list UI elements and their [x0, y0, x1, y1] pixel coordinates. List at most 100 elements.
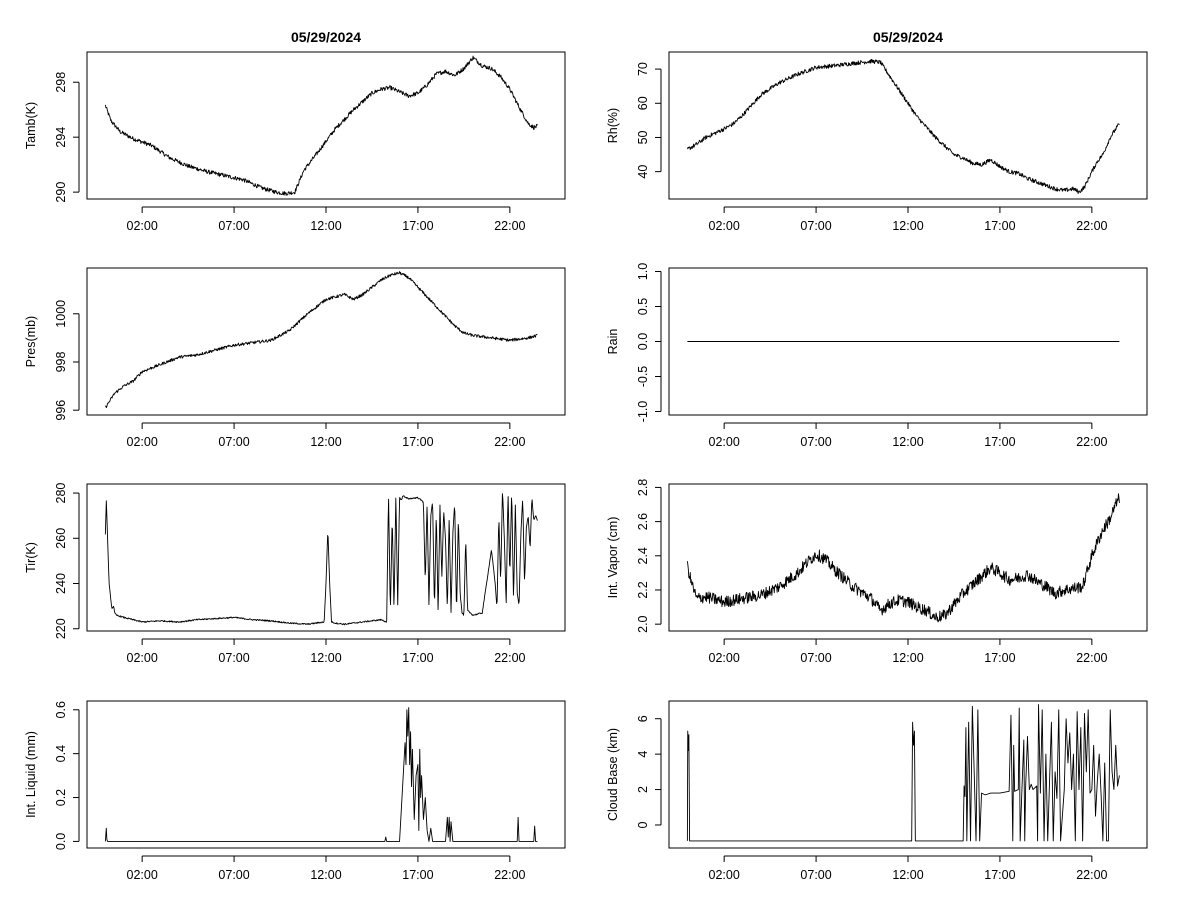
y-tick-label: 0.6	[54, 701, 68, 718]
x-tick-label: 17:00	[402, 651, 433, 665]
x-tick-label: 07:00	[218, 219, 249, 233]
y-tick-label: 2.2	[636, 581, 650, 598]
x-tick-label: 02:00	[127, 219, 158, 233]
y-tick-label: 1.0	[636, 263, 650, 280]
x-tick-label: 22:00	[494, 868, 525, 882]
y-tick-label: 220	[54, 618, 68, 639]
y-axis-label: Rain	[606, 329, 620, 355]
plot-frame	[668, 700, 1148, 849]
plot-frame	[86, 51, 566, 200]
x-tick-label: 02:00	[127, 651, 158, 665]
plot-frame	[86, 700, 566, 849]
series-line-liquid	[104, 707, 538, 842]
y-tick-label: 2.8	[636, 479, 650, 496]
x-tick-label: 12:00	[310, 435, 341, 449]
y-tick-label: 2.4	[636, 547, 650, 564]
x-tick-label: 22:00	[494, 651, 525, 665]
y-tick-label: 294	[54, 127, 68, 148]
x-tick-label: 02:00	[709, 435, 740, 449]
x-tick-label: 07:00	[218, 651, 249, 665]
y-tick-label: 2.6	[636, 513, 650, 530]
x-tick-label: 17:00	[984, 435, 1015, 449]
x-tick-label: 22:00	[1076, 651, 1107, 665]
y-tick-label: 996	[54, 400, 68, 421]
y-tick-label: 0.0	[636, 333, 650, 350]
y-axis-label: Cloud Base (km)	[606, 728, 620, 821]
x-tick-label: 17:00	[402, 868, 433, 882]
x-tick-label: 12:00	[310, 651, 341, 665]
x-tick-label: 02:00	[127, 435, 158, 449]
x-tick-label: 02:00	[127, 868, 158, 882]
y-tick-label: 70	[636, 62, 650, 76]
panel-vapor: Int. Vapor (cm) 02:00 07:00 12:00 17:00 22:00…	[606, 479, 1148, 665]
y-tick-label: -0.5	[636, 366, 650, 388]
y-axis-label: Tir(K)	[24, 542, 38, 573]
series-line-tir	[104, 493, 538, 626]
x-tick-label: 12:00	[892, 868, 923, 882]
y-axis-label: Pres(mb)	[24, 316, 38, 367]
x-tick-label: 12:00	[310, 219, 341, 233]
x-tick-label: 22:00	[1076, 868, 1107, 882]
x-tick-label: 22:00	[494, 219, 525, 233]
x-tick-label: 17:00	[984, 219, 1015, 233]
panel-tir: Tir(K) 02:00 07:00 12:00 17:00 22:00 220 240 260…	[24, 483, 566, 665]
panel-tamb: 05/29/2024 Tamb(K) 02:00 07:00 12:00 17:00 22:…	[24, 29, 566, 233]
x-tick-label: 17:00	[402, 219, 433, 233]
y-axis-label: Int. Vapor (cm)	[606, 517, 620, 599]
y-tick-label: 2.0	[636, 615, 650, 632]
y-tick-label: 998	[54, 352, 68, 373]
y-axis-label: Tamb(K)	[24, 102, 38, 149]
y-tick-label: 4	[636, 751, 650, 758]
panel-rain: Rain 02:00 07:00 12:00 17:00 22:00 -1.0 -0.5 0.0…	[606, 263, 1148, 449]
x-tick-label: 02:00	[709, 651, 740, 665]
x-tick-label: 12:00	[310, 868, 341, 882]
y-axis-label: Rh(%)	[606, 108, 620, 143]
x-tick-label: 22:00	[1076, 435, 1107, 449]
series-line-tamb	[104, 55, 538, 196]
series-line-vapor	[686, 493, 1120, 623]
x-tick-label: 17:00	[984, 651, 1015, 665]
panel-pres: Pres(mb) 02:00 07:00 12:00 17:00 22:00 996 998 1…	[24, 267, 566, 449]
y-tick-label: 6	[636, 715, 650, 722]
y-tick-label: 40	[636, 165, 650, 179]
y-tick-label: 240	[54, 573, 68, 594]
y-tick-label: -1.0	[636, 401, 650, 423]
y-tick-label: 0.4	[54, 745, 68, 762]
x-tick-label: 12:00	[892, 219, 923, 233]
plot-frame	[668, 267, 1148, 416]
plot-frame	[668, 51, 1148, 200]
y-tick-label: 298	[54, 72, 68, 93]
x-tick-label: 12:00	[892, 651, 923, 665]
y-tick-label: 0.2	[54, 789, 68, 806]
x-tick-label: 07:00	[800, 651, 831, 665]
y-tick-label: 0.0	[54, 833, 68, 850]
x-tick-label: 02:00	[709, 868, 740, 882]
plot-frame	[668, 483, 1148, 632]
x-tick-label: 17:00	[984, 868, 1015, 882]
plot-frame	[86, 267, 566, 416]
x-tick-label: 02:00	[709, 219, 740, 233]
x-tick-label: 12:00	[892, 435, 923, 449]
y-tick-label: 2	[636, 786, 650, 793]
y-tick-label: 280	[54, 483, 68, 504]
chart-title: 05/29/2024	[291, 29, 361, 45]
y-axis-label: Int. Liquid (mm)	[24, 731, 38, 818]
x-tick-label: 07:00	[800, 219, 831, 233]
y-tick-label: 1000	[54, 300, 68, 328]
series-line-rh	[686, 58, 1120, 195]
plot-frame	[86, 483, 566, 632]
series-line-cloud	[686, 704, 1120, 842]
x-tick-label: 07:00	[800, 435, 831, 449]
x-tick-label: 07:00	[218, 435, 249, 449]
x-tick-label: 07:00	[218, 868, 249, 882]
panel-liquid: Int. Liquid (mm) 02:00 07:00 12:00 17:00 22:0…	[24, 700, 566, 882]
x-tick-label: 22:00	[494, 435, 525, 449]
y-tick-label: 0.5	[636, 298, 650, 315]
y-tick-label: 0	[636, 821, 650, 828]
y-tick-label: 50	[636, 130, 650, 144]
series-line-pres	[105, 271, 538, 409]
chart-title: 05/29/2024	[873, 29, 943, 45]
panel-rh: 05/29/2024 Rh(%) 02:00 07:00 12:00 17:00 22:00…	[606, 29, 1148, 233]
panel-cloud: Cloud Base (km) 02:00 07:00 12:00 17:00 22:00…	[606, 700, 1148, 882]
